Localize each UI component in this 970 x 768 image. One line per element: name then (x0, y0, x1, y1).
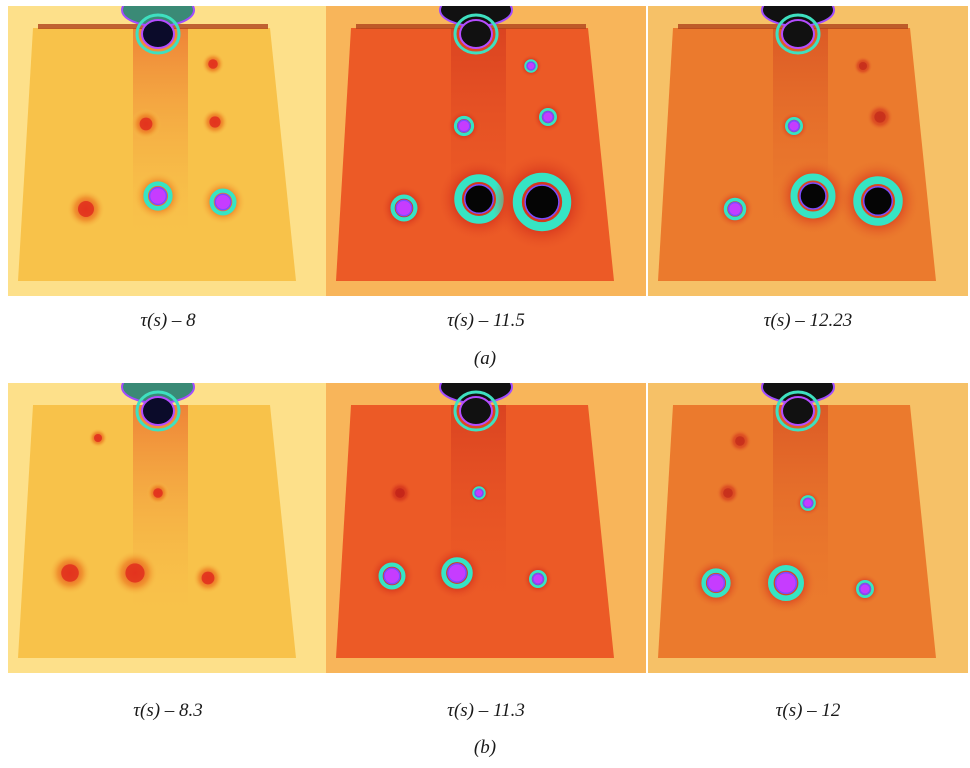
caption-b3: τ(s) – 12 (775, 700, 841, 721)
thermogram-b2-image (326, 383, 646, 673)
thermogram-a3 (648, 6, 968, 296)
thermogram-a1-image (8, 6, 328, 296)
caption-a3: τ(s) – 12.23 (763, 310, 853, 331)
thermogram-a2-image (326, 6, 646, 296)
caption-a2: τ(s) – 11.5 (447, 310, 525, 331)
thermogram-b1 (8, 383, 328, 673)
thermogram-b1-image (8, 383, 328, 673)
group-label-b: (b) (473, 737, 497, 758)
thermogram-b3-image (648, 383, 968, 673)
caption-b2: τ(s) – 11.3 (447, 700, 525, 721)
caption-b1: τ(s) – 8.3 (133, 700, 203, 721)
thermogram-a3-image (648, 6, 968, 296)
thermogram-b2 (326, 383, 646, 673)
caption-a1: τ(s) – 8 (140, 310, 196, 331)
group-label-a: (a) (473, 348, 497, 369)
thermogram-b3 (648, 383, 968, 673)
thermogram-a1 (8, 6, 328, 296)
thermogram-a2 (326, 6, 646, 296)
